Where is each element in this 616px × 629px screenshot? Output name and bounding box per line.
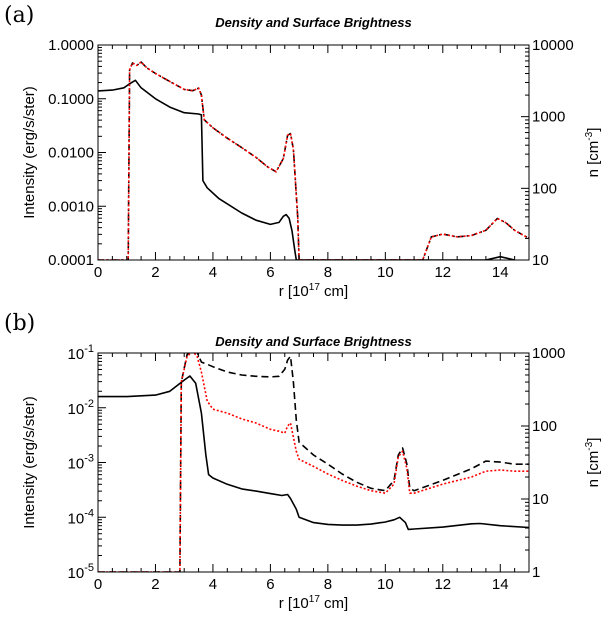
x-tick-label: 0 (94, 576, 102, 593)
series-group (98, 61, 529, 260)
x-tick-label: 12 (434, 576, 451, 593)
x-axis-label: r [1017 cm] (279, 594, 348, 612)
y2-tick-label: 10000 (532, 37, 574, 54)
y-tick-label: 0.0001 (48, 252, 94, 269)
y-tick-label: 10-3 (68, 453, 94, 473)
x-tick-label: 8 (324, 264, 332, 281)
panel-b: (b) Density and Surface Brightness 0 2 4 6 8 10… (4, 311, 602, 612)
y2-tick-label: 10 (532, 252, 549, 269)
y-tick-label: 0.1000 (48, 91, 94, 108)
plot-frame (97, 352, 530, 573)
y-tick-label: 1.0000 (48, 37, 94, 54)
y2-tick-label: 1000 (532, 109, 565, 126)
x-tick-label: 0 (94, 264, 102, 281)
y-axis-label: Intensity (erg/s/ster) (21, 86, 38, 219)
x-tick-label: 14 (492, 264, 509, 281)
x-tick-label: 4 (209, 576, 217, 593)
panel-label: (a) (4, 3, 34, 28)
x-tick-label: 8 (324, 576, 332, 593)
series-line-3 (98, 61, 529, 260)
series-line-1 (98, 79, 515, 260)
y-tick-label: 0.0010 (48, 198, 94, 215)
y2-tick-label: 10 (532, 491, 549, 508)
x-tick-label: 10 (377, 576, 394, 593)
y-tick-label: 0.0100 (48, 145, 94, 162)
chart-title: Density and Surface Brightness (215, 334, 412, 349)
y2-tick-label: 100 (532, 418, 557, 435)
x-tick-label: 6 (266, 264, 274, 281)
y-tick-label: 10-1 (68, 343, 94, 363)
panel-label: (b) (4, 311, 35, 336)
y2-tick-label: 1 (532, 564, 540, 581)
series-line-1 (98, 375, 529, 531)
y-tick-label: 10-2 (68, 398, 94, 418)
chart-title: Density and Surface Brightness (215, 15, 412, 30)
x-tick-label: 4 (209, 264, 217, 281)
y2-tick-label: 1000 (532, 345, 565, 362)
series-line-2 (98, 353, 529, 572)
series-group (98, 353, 529, 572)
y2-axis-label: n [cm-3] (584, 438, 602, 488)
x-tick-label: 6 (266, 576, 274, 593)
x-tick-label: 2 (151, 264, 159, 281)
y-tick-label: 10-5 (68, 562, 94, 582)
series-line-2 (98, 61, 529, 260)
x-tick-label: 2 (151, 576, 159, 593)
x-tick-label: 14 (492, 576, 509, 593)
x-tick-label: 10 (377, 264, 394, 281)
y-axis-label: Intensity (erg/s/ster) (21, 396, 38, 529)
y2-axis-label: n [cm-3] (584, 128, 602, 178)
panel-a: (a) Density and Surface Brightness 0 2 4 6 8 10… (4, 3, 602, 300)
y2-tick-label: 100 (532, 180, 557, 197)
series-line-3 (98, 353, 529, 572)
x-axis-label: r [1017 cm] (279, 282, 348, 300)
x-tick-label: 12 (434, 264, 451, 281)
y-tick-label: 10-4 (68, 507, 94, 527)
